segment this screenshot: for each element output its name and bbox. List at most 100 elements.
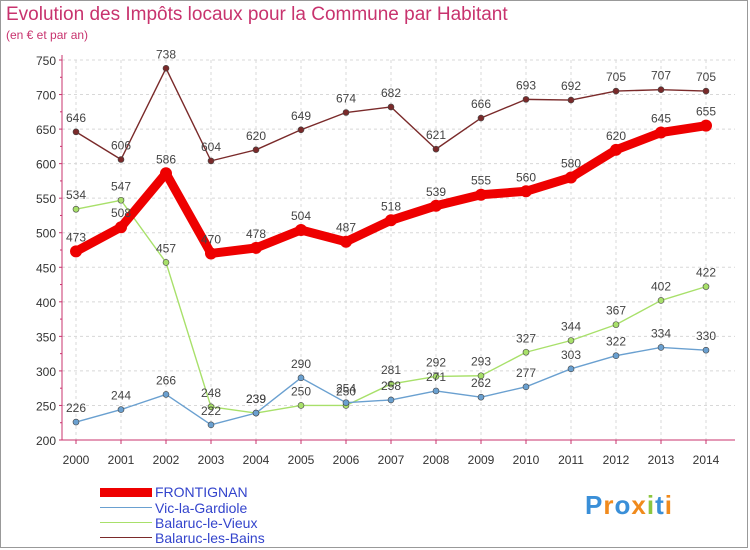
data-label-balaruc-les-bains: 705 bbox=[696, 70, 716, 84]
data-label-vic-la-gardiole: 244 bbox=[111, 389, 131, 403]
data-label-frontignan: 580 bbox=[561, 156, 581, 170]
x-tick-label: 2004 bbox=[243, 453, 270, 467]
data-point-balaruc-les-bains bbox=[342, 109, 350, 116]
data-point-frontignan bbox=[115, 221, 127, 234]
data-label-balaruc-les-bains: 738 bbox=[156, 47, 176, 61]
data-point-balaruc-les-bains bbox=[432, 145, 440, 153]
data-label-balaruc-les-bains: 646 bbox=[66, 111, 86, 125]
data-point-balaruc-les-bains bbox=[252, 146, 260, 154]
y-tick-label: 750 bbox=[36, 54, 56, 68]
data-label-vic-la-gardiole: 258 bbox=[381, 379, 401, 393]
data-point-balaruc-le-vieux bbox=[522, 348, 530, 356]
data-point-balaruc-le-vieux bbox=[657, 297, 665, 304]
legend-item-vic-la-gardiole: Vic-la-Gardiole bbox=[100, 500, 500, 517]
y-tick-label: 500 bbox=[36, 227, 56, 241]
data-label-balaruc-le-vieux: 402 bbox=[651, 279, 671, 293]
legend-item-balaruc-le-vieux: Balaruc-le-Vieux bbox=[100, 515, 500, 532]
data-point-frontignan bbox=[295, 223, 307, 236]
chart-title: Evolution des Impôts locaux pour la Comm… bbox=[6, 4, 508, 25]
legend-label: FRONTIGNAN bbox=[155, 484, 248, 500]
data-point-balaruc-le-vieux bbox=[72, 205, 80, 213]
data-point-frontignan bbox=[250, 241, 262, 254]
data-label-vic-la-gardiole: 303 bbox=[561, 348, 581, 362]
data-label-balaruc-le-vieux: 239 bbox=[246, 392, 266, 406]
data-point-frontignan bbox=[70, 245, 82, 258]
data-label-balaruc-le-vieux: 248 bbox=[201, 386, 221, 400]
data-label-balaruc-les-bains: 682 bbox=[381, 86, 401, 100]
data-label-balaruc-les-bains: 604 bbox=[201, 140, 221, 154]
data-label-vic-la-gardiole: 334 bbox=[651, 326, 671, 340]
data-label-balaruc-le-vieux: 367 bbox=[606, 304, 626, 318]
logo-letter: x bbox=[631, 490, 647, 520]
logo-letter: t bbox=[655, 490, 665, 520]
y-tick-label: 200 bbox=[36, 434, 56, 448]
data-label-frontignan: 620 bbox=[606, 129, 626, 143]
data-label-balaruc-le-vieux: 422 bbox=[696, 266, 716, 280]
data-label-frontignan: 560 bbox=[516, 170, 536, 184]
data-label-balaruc-les-bains: 666 bbox=[471, 97, 491, 111]
data-point-balaruc-le-vieux bbox=[207, 403, 215, 411]
proxiti-logo: Proxiti bbox=[585, 490, 673, 521]
legend-item-balaruc-les-bains: Balaruc-les-Bains bbox=[100, 530, 500, 547]
x-tick-label: 2000 bbox=[63, 453, 90, 467]
data-point-vic-la-gardiole bbox=[432, 387, 440, 395]
data-point-balaruc-les-bains bbox=[117, 156, 125, 163]
data-point-frontignan bbox=[610, 143, 622, 156]
data-point-balaruc-le-vieux bbox=[432, 373, 440, 380]
legend-swatch bbox=[100, 522, 152, 523]
data-point-balaruc-le-vieux bbox=[477, 372, 485, 380]
data-point-balaruc-le-vieux bbox=[162, 259, 170, 266]
x-tick-label: 2005 bbox=[288, 453, 315, 467]
logo-letter: r bbox=[603, 490, 615, 520]
data-point-vic-la-gardiole bbox=[522, 383, 530, 391]
y-tick-label: 350 bbox=[36, 330, 56, 344]
x-tick-label: 2014 bbox=[693, 453, 720, 467]
data-point-balaruc-les-bains bbox=[387, 103, 395, 111]
legend-label: Balaruc-les-Bains bbox=[155, 530, 265, 546]
x-tick-label: 2010 bbox=[513, 453, 540, 467]
data-label-balaruc-les-bains: 649 bbox=[291, 109, 311, 123]
data-label-vic-la-gardiole: 239 bbox=[246, 392, 266, 406]
logo-letter: o bbox=[614, 490, 632, 520]
y-tick-label: 300 bbox=[36, 365, 56, 379]
data-label-frontignan: 555 bbox=[471, 174, 491, 188]
y-tick-label: 450 bbox=[36, 261, 56, 275]
data-point-frontignan bbox=[340, 235, 352, 248]
data-point-vic-la-gardiole bbox=[252, 409, 260, 417]
data-point-frontignan bbox=[565, 171, 577, 184]
data-label-frontignan: 473 bbox=[66, 230, 86, 244]
data-point-vic-la-gardiole bbox=[342, 399, 350, 406]
x-tick-label: 2008 bbox=[423, 453, 450, 467]
data-label-balaruc-le-vieux: 457 bbox=[156, 241, 176, 255]
data-label-vic-la-gardiole: 322 bbox=[606, 335, 626, 349]
legend-swatch bbox=[100, 537, 152, 538]
data-point-frontignan bbox=[475, 188, 487, 201]
data-point-balaruc-le-vieux bbox=[612, 321, 620, 328]
logo-letter: i bbox=[664, 490, 673, 520]
data-label-balaruc-le-vieux: 327 bbox=[516, 331, 536, 345]
x-tick-label: 2011 bbox=[558, 453, 584, 467]
data-label-balaruc-le-vieux: 534 bbox=[66, 188, 86, 202]
x-tick-label: 2003 bbox=[198, 453, 225, 467]
data-label-frontignan: 645 bbox=[651, 112, 671, 126]
data-point-balaruc-les-bains bbox=[477, 114, 485, 122]
legend-item-frontignan: FRONTIGNAN bbox=[100, 484, 500, 501]
x-tick-label: 2007 bbox=[378, 453, 405, 467]
data-point-vic-la-gardiole bbox=[387, 396, 395, 404]
data-point-vic-la-gardiole bbox=[207, 421, 215, 429]
data-point-frontignan bbox=[655, 126, 667, 139]
data-point-frontignan bbox=[430, 199, 442, 212]
data-label-frontignan: 518 bbox=[381, 199, 401, 213]
data-point-balaruc-les-bains bbox=[657, 86, 665, 94]
data-point-vic-la-gardiole bbox=[162, 391, 170, 398]
data-point-balaruc-le-vieux bbox=[297, 402, 305, 409]
data-point-vic-la-gardiole bbox=[297, 374, 305, 382]
x-tick-label: 2002 bbox=[153, 453, 180, 467]
data-point-frontignan bbox=[700, 119, 712, 132]
data-point-vic-la-gardiole bbox=[567, 365, 575, 373]
data-label-vic-la-gardiole: 277 bbox=[516, 366, 536, 380]
x-tick-label: 2012 bbox=[603, 453, 630, 467]
data-label-frontignan: 508 bbox=[111, 206, 131, 220]
data-point-balaruc-les-bains bbox=[162, 64, 170, 72]
x-tick-label: 2013 bbox=[648, 453, 675, 467]
